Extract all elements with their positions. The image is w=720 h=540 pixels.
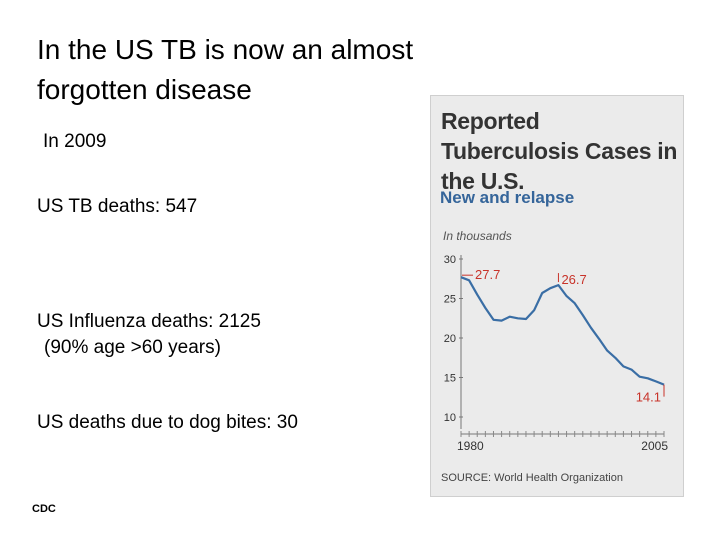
annotation-label-26.7: 26.7 [561,272,586,287]
y-tick-label-20: 20 [444,333,456,345]
year-line: In 2009 [43,131,107,152]
flu-deaths-fact: US Influenza deaths: 2125 [37,311,261,332]
flu-age-note: (90% age >60 years) [44,337,221,358]
x-tick-label-2005: 2005 [641,439,668,453]
y-tick-label-30: 30 [444,254,456,266]
dog-bites-fact: US deaths due to dog bites: 30 [37,412,298,433]
tb-deaths-fact: US TB deaths: 547 [37,196,198,217]
tb-chart-card: Reported Tuberculosis Cases in the U.S. … [430,95,684,497]
chart-source: SOURCE: World Health Organization [441,472,623,484]
credit-cdc: CDC [32,503,56,515]
annotation-label-14.1: 14.1 [636,390,661,405]
chart-title: Reported Tuberculosis Cases in the U.S. [441,108,678,194]
chart-unit-label: In thousands [443,229,512,243]
annotation-label-27.7: 27.7 [475,267,500,282]
chart-subtitle: New and relapse [440,188,575,207]
series-line-0 [460,276,665,386]
y-tick-label-15: 15 [444,373,456,385]
y-tick-label-10: 10 [444,412,456,424]
y-tick-label-25: 25 [444,294,456,306]
tb-line-chart: 10 15 20 25 30 1980 2005 27.7 26.7 14.1 [444,254,669,453]
slide-title: In the US TB is now an almost forgotten … [37,34,414,105]
x-tick-label-1980: 1980 [457,439,484,453]
